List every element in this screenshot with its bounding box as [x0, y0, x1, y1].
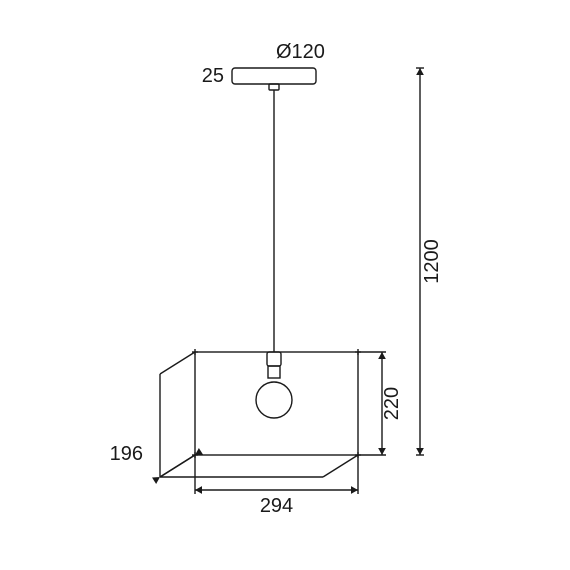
- dim-shade-height: 220: [381, 387, 403, 420]
- shade-front: [195, 352, 358, 455]
- pendant-lamp-technical-drawing: Ø120 25 1200 220 294 196: [0, 0, 570, 570]
- dim-canopy-height: 25: [202, 65, 224, 87]
- canopy: [232, 68, 316, 84]
- dim-shade-width: 294: [260, 495, 293, 517]
- bulb: [256, 382, 292, 418]
- dim-canopy-diameter: Ø120: [276, 41, 325, 63]
- dim-shade-depth: 196: [110, 443, 143, 465]
- dim-total-height: 1200: [421, 239, 443, 284]
